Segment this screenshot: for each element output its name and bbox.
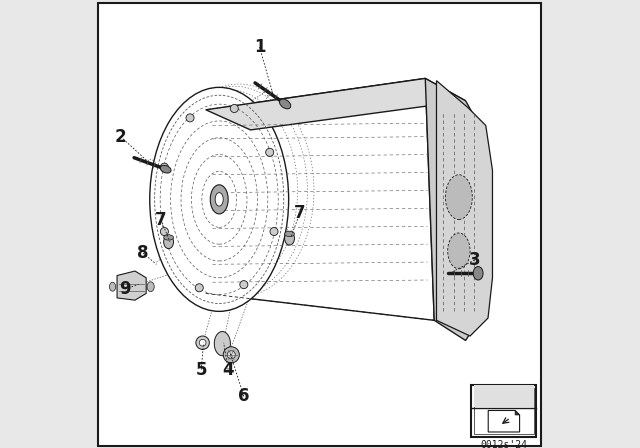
Ellipse shape (160, 165, 171, 173)
Ellipse shape (199, 340, 206, 346)
Text: 2: 2 (115, 128, 127, 146)
Text: 0012s'24: 0012s'24 (481, 440, 527, 448)
Text: 7: 7 (294, 204, 306, 222)
Ellipse shape (195, 284, 204, 292)
Polygon shape (205, 78, 435, 320)
Ellipse shape (240, 280, 248, 289)
Ellipse shape (147, 282, 154, 292)
Bar (474, 388, 534, 434)
Text: 3: 3 (468, 251, 481, 269)
Ellipse shape (285, 232, 294, 245)
Ellipse shape (473, 267, 483, 280)
Ellipse shape (215, 193, 223, 206)
Text: 7: 7 (155, 211, 167, 228)
Ellipse shape (186, 114, 194, 122)
Polygon shape (425, 78, 486, 340)
Ellipse shape (280, 99, 291, 109)
Ellipse shape (210, 185, 228, 214)
Polygon shape (515, 410, 520, 415)
Ellipse shape (164, 235, 173, 240)
Polygon shape (117, 271, 146, 300)
Ellipse shape (164, 235, 173, 249)
Polygon shape (205, 78, 465, 130)
Polygon shape (214, 332, 230, 356)
Polygon shape (488, 410, 520, 432)
Text: 9: 9 (119, 280, 131, 298)
Polygon shape (436, 81, 493, 336)
Bar (474, 385, 534, 407)
Bar (472, 385, 536, 437)
Ellipse shape (445, 175, 472, 220)
Ellipse shape (448, 233, 470, 269)
Text: 4: 4 (222, 361, 234, 379)
Ellipse shape (150, 87, 289, 311)
Text: 1: 1 (254, 38, 265, 56)
Ellipse shape (285, 231, 294, 237)
Text: 5: 5 (196, 361, 207, 379)
Text: 6: 6 (238, 388, 250, 405)
Ellipse shape (227, 351, 236, 359)
Ellipse shape (196, 336, 209, 349)
Ellipse shape (161, 228, 168, 236)
Ellipse shape (266, 148, 274, 156)
Ellipse shape (223, 347, 239, 363)
Ellipse shape (230, 104, 238, 112)
Text: 8: 8 (138, 244, 148, 262)
Ellipse shape (161, 163, 168, 171)
Ellipse shape (270, 228, 278, 236)
Ellipse shape (109, 282, 116, 291)
